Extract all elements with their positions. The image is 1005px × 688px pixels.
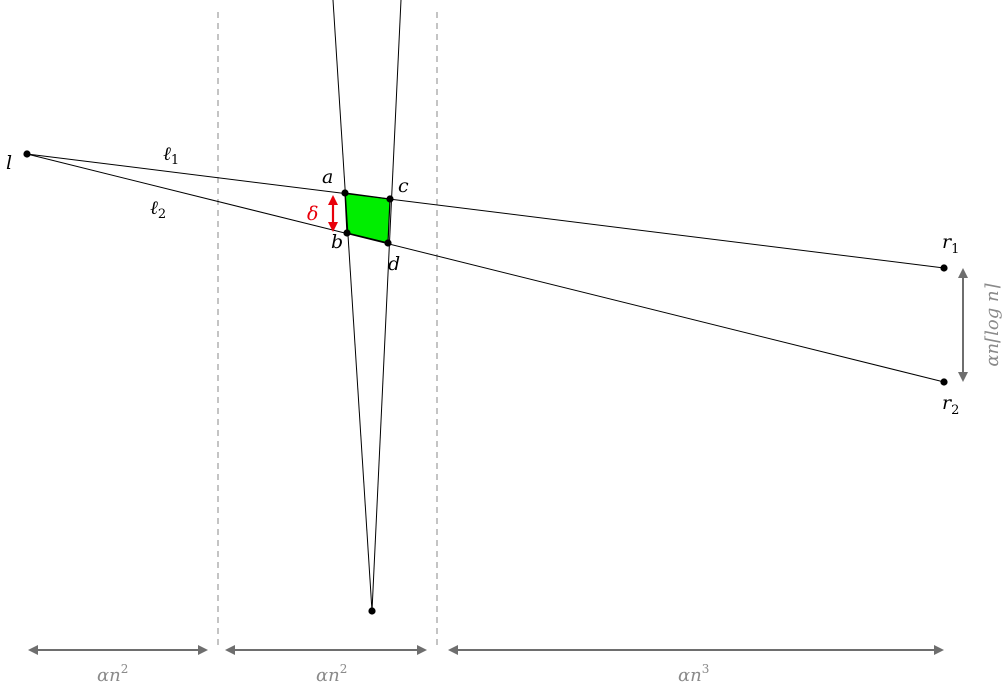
point-r2	[940, 378, 948, 386]
line-ell-2	[26, 153, 945, 383]
intersection-region	[344, 192, 391, 244]
line-ell-1	[26, 153, 945, 269]
point-a	[341, 189, 349, 197]
dimension-label-vertical: αn⌈log n⌉	[982, 282, 1003, 366]
point-bottom	[368, 607, 376, 615]
point-r1	[940, 264, 948, 272]
point-l	[23, 150, 31, 158]
steep-line-left	[332, 0, 373, 612]
point-d	[384, 239, 392, 247]
point-b	[343, 229, 351, 237]
steep-line-right	[371, 0, 402, 612]
dimension-label-right: αn3	[678, 662, 709, 686]
label-r1: r1	[942, 231, 959, 257]
label-d: d	[388, 253, 400, 275]
dimension-label-middle: αn2	[316, 662, 347, 686]
label-delta: δ	[307, 203, 318, 225]
point-c	[386, 195, 394, 203]
label-r2: r2	[942, 392, 959, 418]
label-ell-1: ℓ1	[163, 143, 179, 168]
label-a: a	[322, 166, 333, 188]
label-l: l	[6, 152, 12, 174]
label-b: b	[331, 231, 343, 253]
dimension-label-left: αn2	[97, 662, 128, 686]
label-c: c	[398, 175, 409, 197]
label-ell-2: ℓ2	[150, 197, 166, 222]
